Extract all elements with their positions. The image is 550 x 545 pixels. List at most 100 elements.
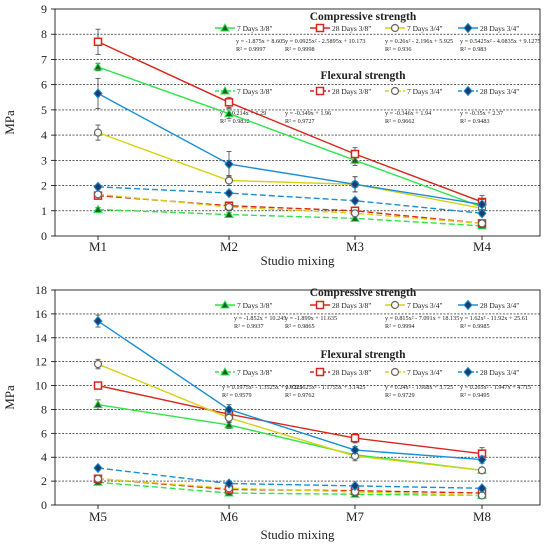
data-point xyxy=(224,478,234,489)
legend-label: 28 Days 3/4" xyxy=(480,301,519,310)
y-tick-label: 10 xyxy=(35,379,47,393)
data-point xyxy=(350,433,360,443)
y-tick-label: 8 xyxy=(41,27,47,41)
legend-entry: 28 Days 3/4" xyxy=(458,366,519,378)
legend-marker xyxy=(390,300,400,310)
legend-entry: 28 Days 3/8" xyxy=(310,23,371,33)
legend-label: 28 Days 3/4" xyxy=(480,368,519,377)
trendline-equation: R² = 0.9727 xyxy=(285,118,315,125)
y-axis-label: MPa xyxy=(2,110,17,135)
legend-marker xyxy=(315,367,325,377)
legend-entry: 7 Days 3/4" xyxy=(385,300,443,310)
legend-entry: 7 Days 3/4" xyxy=(385,86,443,96)
trendline-equation: R² = 0.936 xyxy=(385,46,412,53)
trendline-equation: R² = 0.9832 xyxy=(220,118,250,125)
legend-label: 28 Days 3/8" xyxy=(332,87,371,96)
series-line xyxy=(97,320,483,461)
legend-entry: 28 Days 3/4" xyxy=(458,22,519,34)
series-line xyxy=(97,193,483,225)
legend-label: 28 Days 3/8" xyxy=(332,301,371,310)
trendline-equation: R² = 0.9985 xyxy=(460,323,490,330)
x-tick-label: M8 xyxy=(473,509,491,524)
legend-entry: 7 Days 3/8" xyxy=(215,85,273,96)
legend-label: 7 Days 3/4" xyxy=(407,368,443,377)
series-line xyxy=(97,92,483,206)
x-axis-label: Studio mixing xyxy=(260,253,335,268)
data-point xyxy=(93,399,103,409)
data-point xyxy=(477,454,487,465)
series-line xyxy=(97,131,483,209)
series-line xyxy=(97,467,483,489)
trendline-equation: R² = 0.9994 xyxy=(385,323,415,330)
series-compressive-2 xyxy=(93,358,487,475)
data-point xyxy=(350,480,360,492)
data-point xyxy=(93,181,103,193)
data-point xyxy=(93,315,103,327)
x-tick-label: M7 xyxy=(346,509,365,524)
series-line xyxy=(97,384,483,455)
series-flexural-2 xyxy=(93,190,487,228)
series-line xyxy=(97,403,483,472)
y-tick-label: 0 xyxy=(41,498,47,512)
trendline-equation: y = 0.0925x² - 2.5895x + 10.173 xyxy=(285,38,366,45)
legend-marker xyxy=(463,85,473,97)
trendline-equation: y = 0.1625x² - 1.1755x + 3.1425 xyxy=(285,384,366,391)
trendline-equation: R² = 0.9495 xyxy=(460,392,490,399)
series-flexural-0 xyxy=(93,204,487,230)
y-tick-label: 4 xyxy=(41,128,47,142)
legend-label: 7 Days 3/8" xyxy=(237,87,273,96)
legend-marker xyxy=(220,366,230,376)
trendline-equation: y = -0.214x + 1.29 xyxy=(220,110,266,117)
data-point xyxy=(224,187,234,199)
trendline-equation: R² = 0.9998 xyxy=(285,46,315,53)
x-tick-label: M3 xyxy=(346,239,364,254)
legend-marker xyxy=(315,23,325,33)
legend-marker xyxy=(463,299,473,311)
legend-entry: 28 Days 3/8" xyxy=(310,86,371,96)
plot-frame xyxy=(54,8,541,237)
trendline-equation: R² = 0.9937 xyxy=(234,323,264,330)
data-point xyxy=(93,462,103,474)
trendline-equation: y = -1.899x + 11.635 xyxy=(285,315,337,322)
x-tick-label: M2 xyxy=(220,239,238,254)
data-point xyxy=(224,413,234,422)
legend-label: 28 Days 3/4" xyxy=(480,24,519,33)
legend-entry: 7 Days 3/8" xyxy=(215,366,273,377)
legend-entry: 7 Days 3/4" xyxy=(385,23,443,33)
data-point xyxy=(93,62,103,71)
legend-entry: 28 Days 3/8" xyxy=(310,367,371,377)
data-point xyxy=(350,149,360,159)
series-compressive-0 xyxy=(93,62,487,211)
y-tick-label: 18 xyxy=(35,283,47,297)
data-point xyxy=(350,209,360,218)
legend-marker xyxy=(220,22,230,32)
trendline-equation: R² = 0.9762 xyxy=(285,392,315,399)
legend-title-compressive: Compressive strength xyxy=(310,11,417,23)
data-point xyxy=(350,444,360,456)
y-tick-label: 0 xyxy=(41,229,47,243)
series-line xyxy=(97,363,483,472)
data-point xyxy=(93,474,103,483)
y-tick-label: 2 xyxy=(41,474,47,488)
trendline-equation: R² = 0.983 xyxy=(460,46,487,53)
y-tick-label: 9 xyxy=(41,2,47,16)
data-point xyxy=(477,208,487,219)
data-point xyxy=(93,128,103,137)
x-tick-label: M6 xyxy=(220,509,239,524)
data-point xyxy=(224,158,234,170)
trendline-equation: R² = 0.9997 xyxy=(236,46,266,53)
legend-label: 7 Days 3/4" xyxy=(407,301,443,310)
series-line xyxy=(97,41,483,203)
trendline-equation: y = -0.346x + 1.94 xyxy=(385,110,431,117)
y-tick-label: 6 xyxy=(41,426,47,440)
trendline-equation: y = -0.35x + 2.37 xyxy=(460,110,503,117)
legend-entry: 7 Days 3/8" xyxy=(215,299,273,310)
x-axis-label: Studio mixing xyxy=(260,527,335,542)
data-point xyxy=(224,176,234,185)
data-point xyxy=(477,483,487,494)
legend-entry: 7 Days 3/8" xyxy=(215,22,273,33)
legend-label: 28 Days 3/8" xyxy=(332,24,371,33)
data-point xyxy=(93,359,103,369)
series-line xyxy=(97,208,483,227)
series-compressive-2 xyxy=(93,124,487,213)
